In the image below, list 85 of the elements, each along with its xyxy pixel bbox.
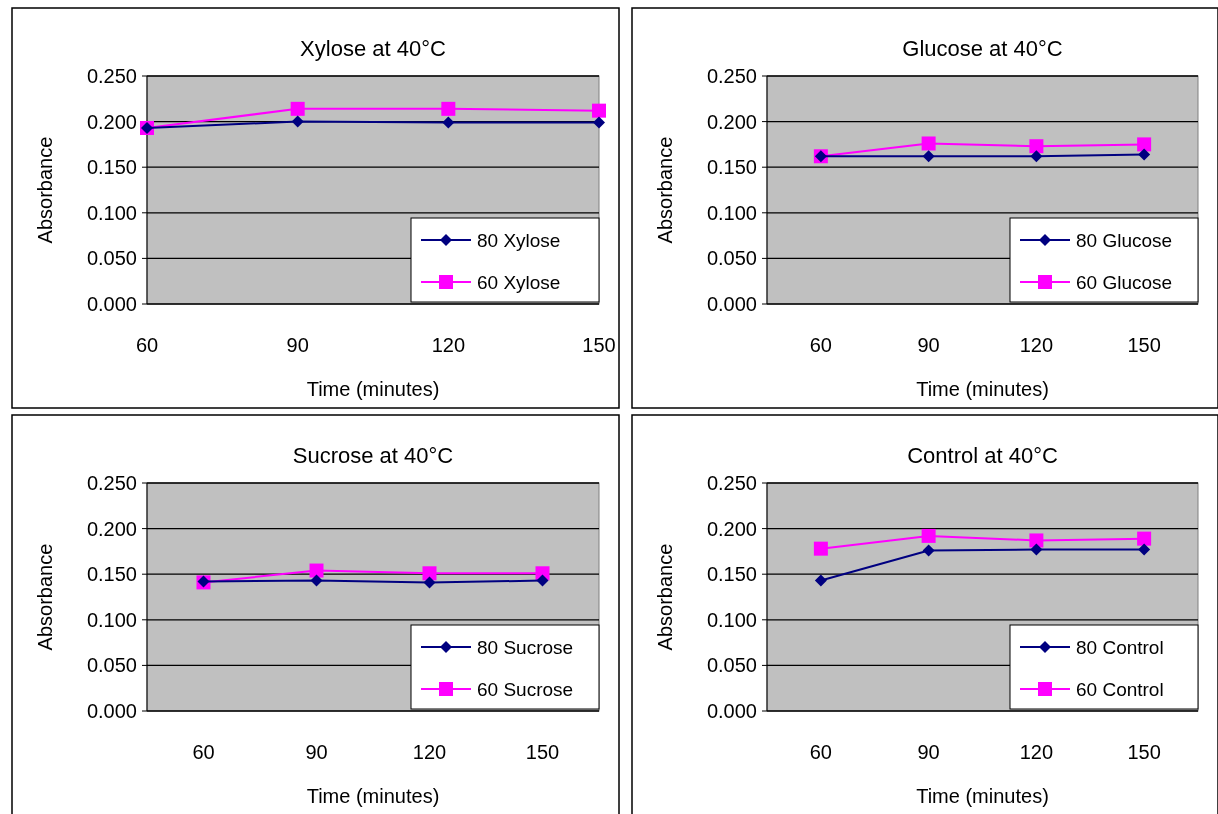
x-tick-label: 60: [809, 741, 832, 763]
y-tick-label: 0.200: [706, 110, 757, 133]
point: [290, 101, 305, 116]
x-tick-label: 120: [1019, 334, 1054, 356]
y-tick-label: 0.000: [706, 293, 757, 315]
point: [441, 101, 456, 116]
y-tick-label: 0.000: [86, 700, 137, 722]
chart-title: Control at 40°C: [907, 443, 1058, 468]
chart-title: Xylose at 40°C: [300, 36, 446, 61]
legend-label: 80 Xylose: [477, 229, 561, 251]
x-tick-label: 90: [917, 334, 940, 356]
x-tick-label: 150: [582, 334, 616, 356]
point: [291, 115, 304, 128]
point: [921, 528, 936, 543]
y-tick-label: 0.050: [706, 247, 757, 270]
y-tick-label: 0.200: [86, 110, 137, 133]
point: [1138, 148, 1151, 161]
y-tick-label: 0.100: [86, 201, 137, 224]
point: [593, 116, 605, 129]
point: [592, 103, 606, 118]
y-axis-title: Absorbance: [34, 543, 56, 651]
y-tick-label: 0.050: [86, 654, 137, 677]
y-tick-label: 0.150: [86, 563, 137, 586]
y-tick-label: 0.250: [86, 472, 137, 494]
point: [1030, 150, 1043, 163]
x-axis-title: Time (minutes): [916, 378, 1049, 400]
legend-label: 80 Control: [1076, 636, 1164, 658]
point: [309, 563, 324, 578]
point: [1138, 543, 1151, 556]
chart-title: Sucrose at 40°C: [292, 443, 454, 468]
point: [1137, 137, 1152, 152]
x-tick-label: 60: [809, 334, 832, 356]
chart-title: Glucose at 40°C: [902, 36, 1063, 61]
legend-label: 60 Sucrose: [477, 678, 574, 700]
point: [442, 116, 455, 129]
legend-label: 80 Glucose: [1076, 229, 1173, 251]
y-axis-title: Absorbance: [34, 136, 56, 244]
y-tick-label: 0.150: [706, 156, 757, 179]
y-tick-label: 0.050: [86, 247, 137, 270]
x-tick-label: 120: [1019, 741, 1054, 763]
y-axis-title: Absorbance: [654, 136, 676, 244]
y-tick-label: 0.000: [86, 293, 137, 315]
x-axis-title: Time (minutes): [306, 785, 440, 807]
y-tick-label: 0.100: [706, 608, 757, 631]
point: [922, 544, 935, 557]
x-tick-label: 150: [1127, 741, 1161, 763]
y-tick-label: 0.000: [706, 700, 757, 722]
point: [1029, 139, 1044, 154]
x-axis-title: Time (minutes): [916, 785, 1049, 807]
x-tick-label: 90: [305, 741, 328, 763]
point: [1137, 531, 1152, 546]
point: [310, 574, 323, 587]
point: [814, 574, 827, 587]
point: [423, 576, 436, 589]
x-tick-label: 90: [917, 741, 940, 763]
point: [536, 574, 549, 587]
legend-label: 80 Sucrose: [477, 636, 574, 658]
x-tick-label: 120: [431, 334, 466, 356]
x-tick-label: 150: [1127, 334, 1161, 356]
point: [813, 541, 828, 556]
y-tick-label: 0.200: [86, 517, 137, 540]
y-tick-label: 0.150: [86, 156, 137, 179]
y-tick-label: 0.050: [706, 654, 757, 677]
y-tick-label: 0.150: [706, 563, 757, 586]
y-tick-label: 0.250: [86, 65, 137, 87]
y-tick-label: 0.100: [706, 201, 757, 224]
x-axis-title: Time (minutes): [306, 378, 440, 400]
legend-label: 60 Glucose: [1076, 271, 1173, 293]
y-tick-label: 0.250: [706, 472, 757, 494]
y-tick-label: 0.200: [706, 517, 757, 540]
point: [921, 136, 936, 151]
y-axis-title: Absorbance: [654, 543, 676, 651]
y-tick-label: 0.250: [706, 65, 757, 87]
point: [422, 566, 437, 581]
x-tick-label: 150: [525, 741, 560, 763]
point: [1030, 543, 1043, 556]
legend-label: 60 Xylose: [477, 271, 561, 293]
point: [922, 150, 935, 163]
x-tick-label: 60: [135, 334, 159, 356]
x-tick-label: 90: [286, 334, 309, 356]
x-tick-label: 120: [412, 741, 447, 763]
x-tick-label: 60: [192, 741, 215, 763]
y-tick-label: 0.100: [86, 608, 137, 631]
point: [1029, 533, 1044, 548]
legend-label: 60 Control: [1076, 678, 1164, 700]
